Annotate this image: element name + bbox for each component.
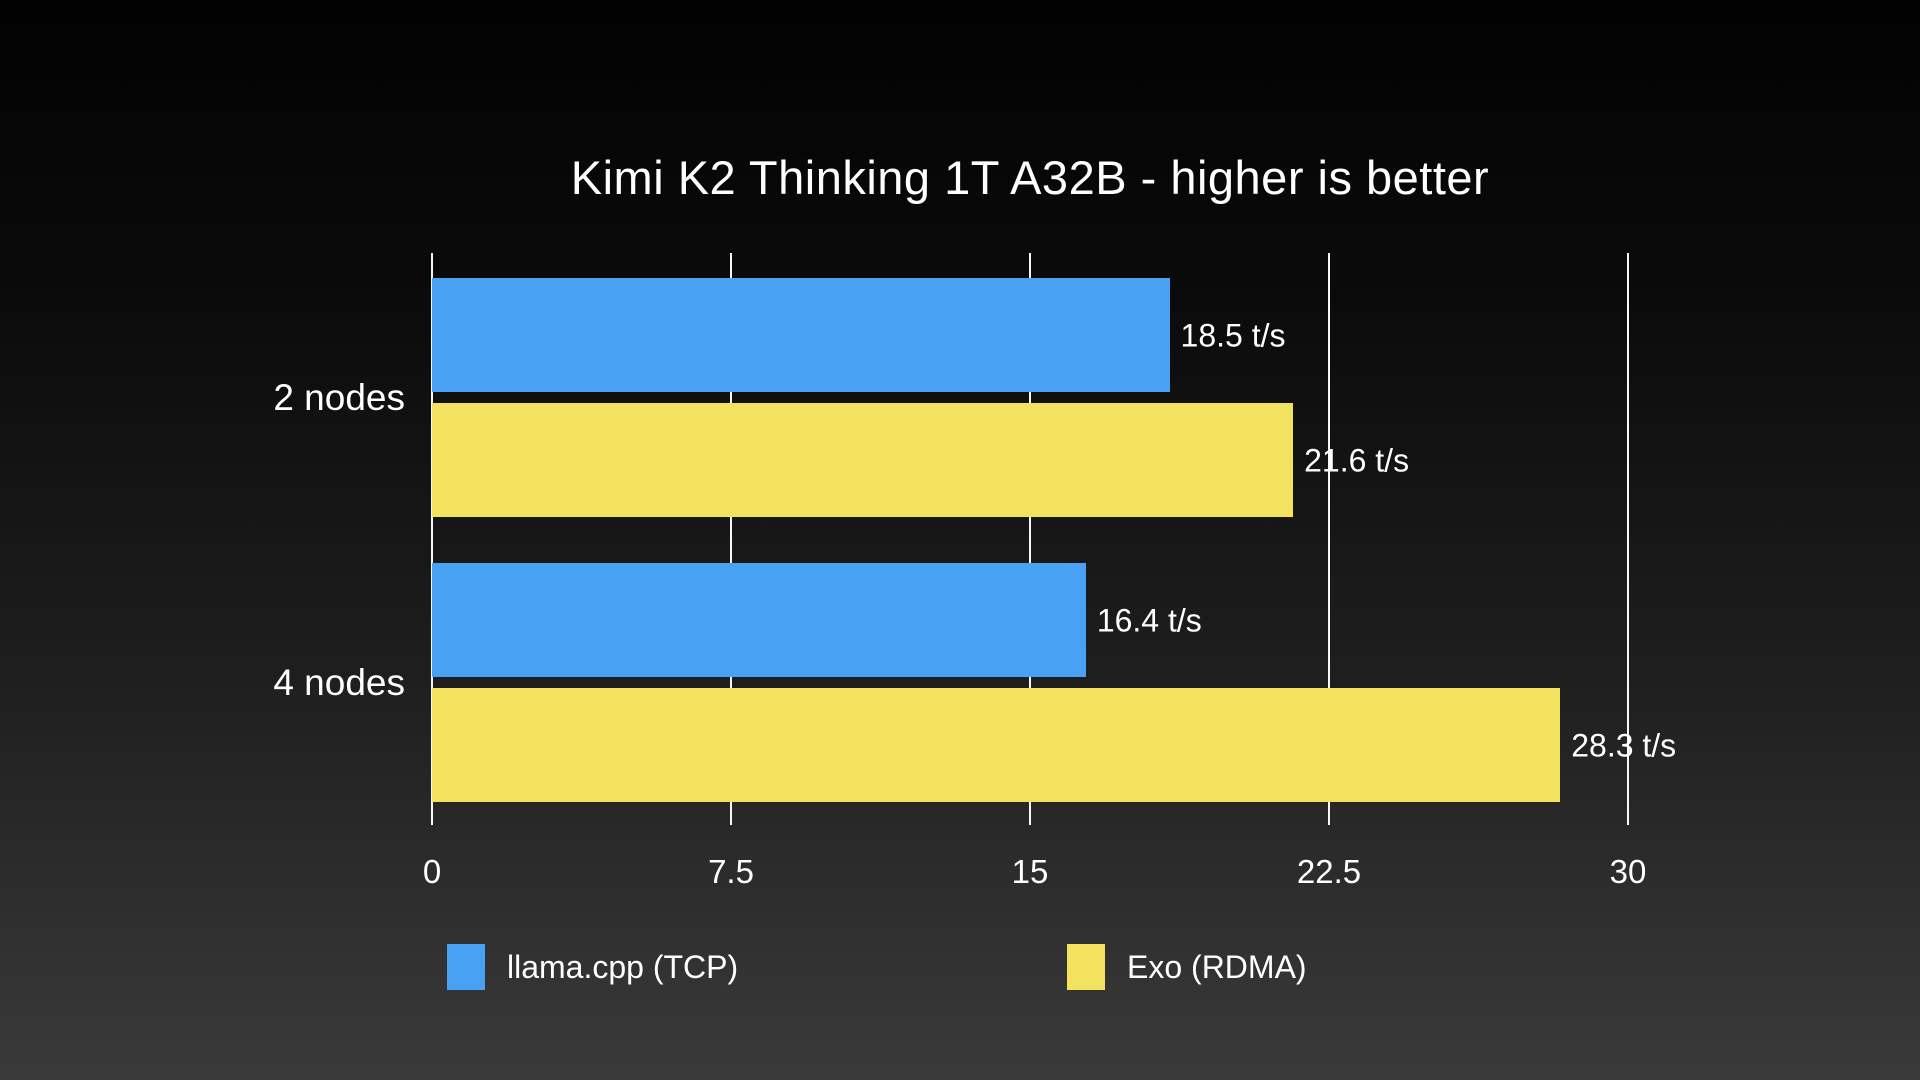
value-label: 28.3 t/s [1571,727,1677,764]
chart-title: Kimi K2 Thinking 1T A32B - higher is bet… [570,151,1490,204]
gridline [1627,253,1629,825]
x-tick-label: 22.5 [1296,853,1362,890]
category-label: 4 nodes [273,661,405,703]
gridline [431,253,433,825]
bar-2-nodes-yellow [432,403,1294,517]
bar-2-nodes-blue [432,278,1170,392]
x-tick-label: 15 [1011,853,1049,890]
x-tick-label: 30 [1609,853,1647,890]
plot-area: 18.5 t/s 21.6 t/s 16.4 t/s 28.3 t/s [431,253,1676,825]
gridline [1328,253,1330,825]
value-label: 16.4 t/s [1096,602,1202,639]
legend: llama.cpp (TCP) Exo (RDMA) [0,944,1920,990]
gridline [1029,253,1031,825]
legend-swatch-blue [447,944,485,990]
value-label: 21.6 t/s [1304,442,1410,479]
bar-4-nodes-blue [432,563,1086,677]
gridline [730,253,732,825]
legend-label: llama.cpp (TCP) [507,948,739,985]
category-label: 2 nodes [273,376,405,418]
x-tick-label: 0 [422,853,442,890]
legend-item: Exo (RDMA) [1067,944,1307,990]
bar-4-nodes-yellow [432,688,1561,802]
legend-item: llama.cpp (TCP) [447,944,738,990]
legend-label: Exo (RDMA) [1127,948,1307,985]
legend-swatch-yellow [1067,944,1105,990]
value-label: 18.5 t/s [1180,317,1286,354]
x-tick-label: 7.5 [708,853,754,890]
